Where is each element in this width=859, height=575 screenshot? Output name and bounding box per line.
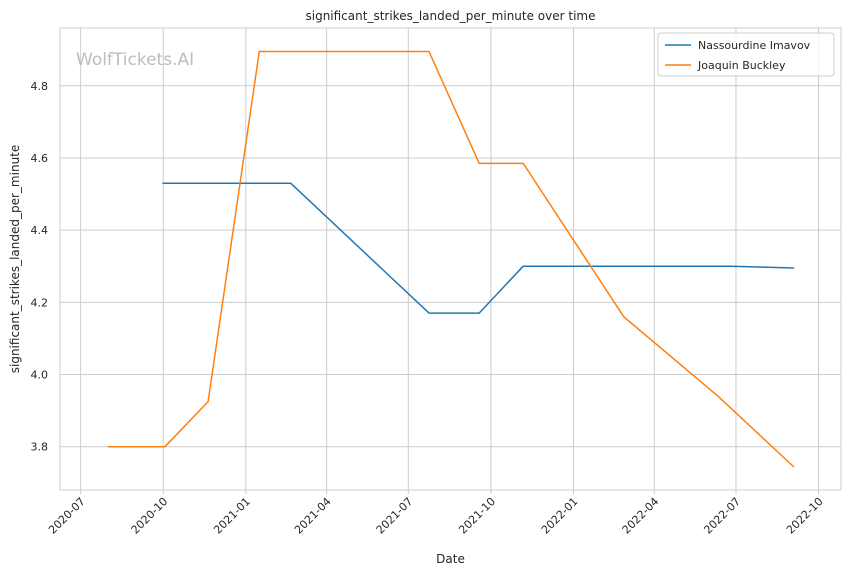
series-line-2 [107, 50, 795, 468]
x-axis-title: Date [436, 552, 465, 566]
y-tick-labels: 3.8 4.0 4.2 4.4 4.6 4.8 [31, 80, 49, 454]
y-tick-label: 3.8 [31, 441, 49, 454]
plot-frame [59, 27, 842, 491]
y-tick-label: 4.0 [31, 369, 49, 382]
series-line-1 [162, 182, 795, 314]
grid [60, 28, 841, 494]
y-axis-title: significant_strikes_landed_per_minute [8, 145, 22, 374]
y-tick-label: 4.4 [31, 224, 49, 237]
legend-label-1: Nassourdine Imavov [698, 39, 811, 52]
y-tick-label: 4.8 [31, 80, 49, 93]
y-tick-label: 4.2 [31, 296, 49, 309]
y-tick-label: 4.6 [31, 152, 49, 165]
legend: Nassourdine Imavov Joaquin Buckley [657, 32, 835, 77]
watermark: WolfTickets.AI [76, 50, 194, 70]
series-lines [107, 50, 795, 468]
legend-box [657, 32, 835, 77]
legend-label-2: Joaquin Buckley [697, 59, 786, 72]
chart-title: significant_strikes_landed_per_minute ov… [305, 9, 595, 23]
